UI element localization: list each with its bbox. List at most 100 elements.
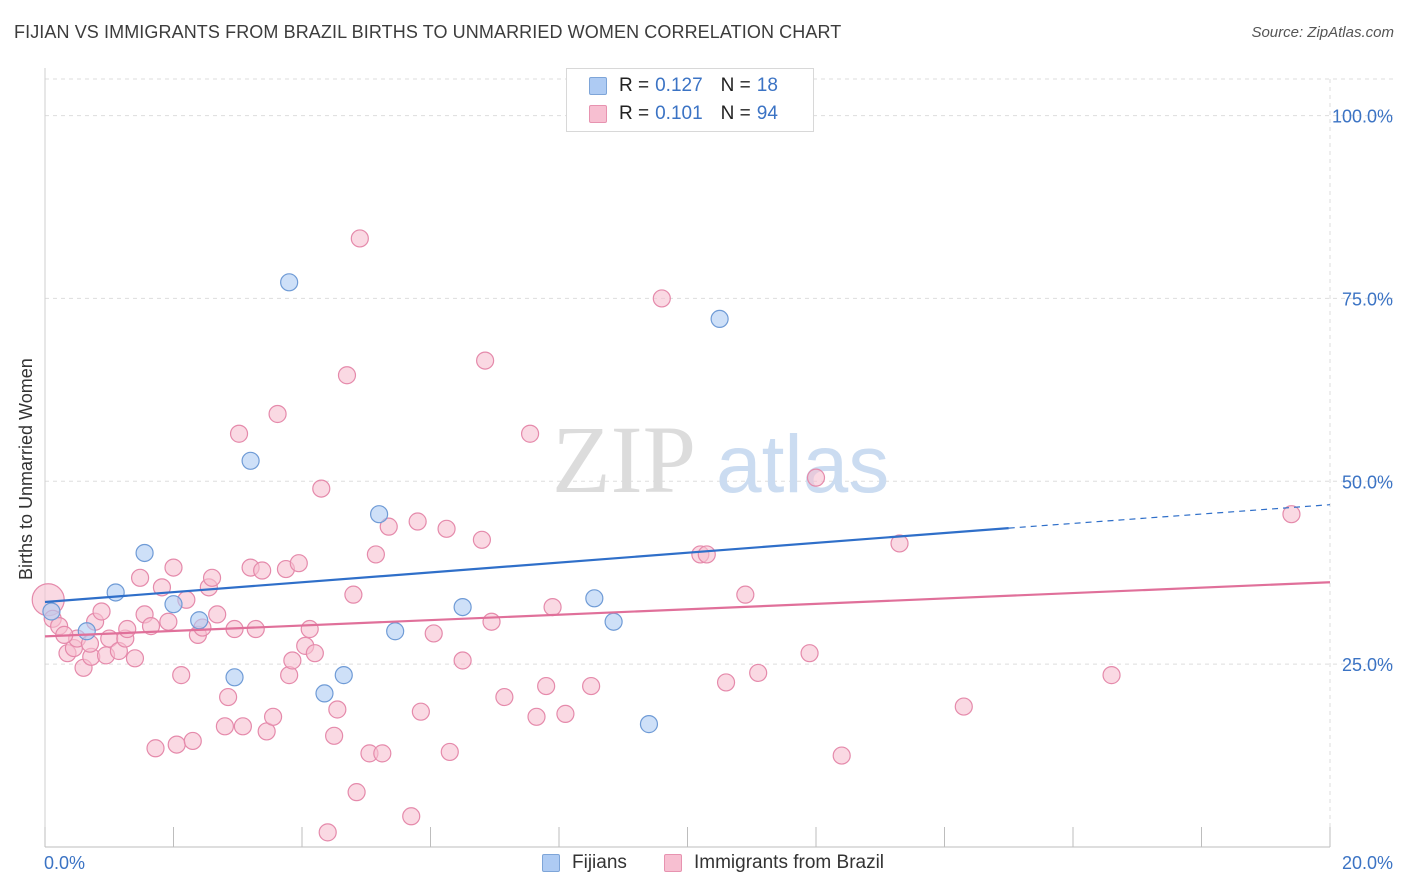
brazil-point [202, 568, 222, 587]
legend-label-fijians: Fijians [572, 852, 627, 873]
brazil-point [125, 649, 145, 668]
fijian-point [453, 597, 472, 617]
legend-r-value: 0.127 [655, 75, 703, 96]
brazil-point [300, 619, 319, 639]
fijian-point [370, 505, 389, 524]
brazil-point [806, 468, 826, 487]
brazil-point [233, 717, 252, 736]
legend-row-fijians: R = 0.127 N = 18 [589, 75, 778, 97]
brazil-point [172, 666, 191, 685]
brazil-point [312, 479, 331, 498]
brazil-point [164, 558, 183, 577]
trend-lines [44, 504, 1331, 638]
brazil-point [1102, 666, 1121, 685]
brazil-point [167, 735, 186, 754]
brazil-point [402, 807, 421, 826]
trend-line-fijians-extension [1008, 504, 1331, 529]
brazil-point [716, 673, 736, 692]
brazil-point [118, 619, 137, 639]
fijian-point [280, 273, 299, 292]
series-brazil-points [31, 229, 1301, 842]
brazil-point [537, 676, 556, 696]
fijian-point [106, 583, 125, 602]
fijian-point [164, 595, 183, 614]
tick-labels: 25.0% 50.0% 75.0% 100.0% 0.0% 20.0% [44, 107, 1393, 873]
brazil-point [318, 823, 337, 842]
brazil-point [366, 545, 385, 564]
series-fijians-points [42, 273, 729, 734]
brazil-point [268, 404, 287, 424]
fijian-point [225, 668, 244, 687]
brazil-point [215, 717, 234, 736]
brazil-point [476, 351, 495, 370]
brazil-point [582, 676, 601, 696]
legend-label-brazil: Immigrants from Brazil [694, 852, 885, 873]
fijian-point [334, 666, 353, 685]
brazil-point [208, 605, 227, 624]
brazil-point [229, 424, 249, 443]
legend-r-label: R = [619, 103, 650, 124]
brazil-point [379, 517, 398, 536]
brazil-point [130, 568, 150, 587]
fijian-point [42, 602, 61, 621]
fijian-point [604, 612, 623, 631]
brazil-point [749, 663, 768, 683]
brazil-point [146, 739, 165, 758]
x-tick-label: 20.0% [1342, 853, 1393, 873]
legend-n-label: N = [720, 75, 751, 96]
brazil-point [373, 744, 392, 763]
brazil-point [328, 700, 347, 719]
brazil-point [424, 624, 443, 643]
fijian-point [135, 543, 154, 563]
fijian-point [315, 684, 334, 703]
legend-item-fijians[interactable]: Fijians [542, 852, 627, 874]
y-tick-label: 25.0% [1342, 655, 1393, 675]
legend-swatch-brazil [589, 105, 607, 123]
brazil-point [305, 644, 324, 663]
watermark-zip: ZIP [552, 406, 696, 513]
brazil-point [344, 585, 363, 604]
brazil-point [890, 534, 909, 553]
brazil-point [453, 651, 472, 670]
brazil-point [543, 597, 562, 617]
brazil-point [263, 707, 283, 726]
trend-line-fijians [44, 527, 1009, 604]
brazil-point [141, 617, 161, 636]
brazil-point [437, 519, 456, 538]
brazil-point [556, 704, 575, 723]
y-tick-label: 75.0% [1342, 289, 1393, 309]
brazil-point [325, 726, 344, 745]
brazil-point [350, 229, 369, 248]
legend-n-value: 18 [756, 75, 778, 96]
fijian-point [386, 622, 405, 641]
watermark-atlas: atlas [716, 419, 889, 510]
brazil-point [408, 512, 427, 531]
brazil-point [520, 424, 540, 443]
brazil-point [832, 746, 851, 765]
brazil-point [482, 612, 501, 631]
legend-swatch-brazil [664, 854, 682, 872]
brazil-point [652, 289, 671, 308]
legend-swatch-fijians [589, 77, 607, 95]
brazil-point [289, 554, 308, 573]
brazil-point [411, 702, 430, 721]
source-credit: Source: ZipAtlas.com [1251, 24, 1394, 41]
brazil-point [697, 545, 716, 564]
legend-n-value: 94 [756, 103, 778, 124]
brazil-point [800, 644, 819, 663]
legend-item-brazil[interactable]: Immigrants from Brazil [664, 852, 884, 874]
series-legend: Fijians Immigrants from Brazil [0, 852, 1406, 876]
brazil-point [1282, 505, 1301, 524]
fijian-point [190, 611, 209, 630]
legend-r-value: 0.101 [655, 103, 703, 124]
brazil-point [92, 602, 111, 621]
legend-row-brazil: R = 0.101 N = 94 [589, 103, 778, 125]
chart-title: FIJIAN VS IMMIGRANTS FROM BRAZIL BIRTHS … [14, 22, 842, 42]
brazil-point [954, 697, 973, 716]
brazil-point [219, 687, 238, 707]
brazil-point [337, 366, 357, 385]
correlation-legend: R = 0.127 N = 18 R = 0.101 N = 94 [566, 68, 814, 132]
y-tick-label: 50.0% [1342, 472, 1393, 492]
fijian-point [77, 622, 96, 641]
